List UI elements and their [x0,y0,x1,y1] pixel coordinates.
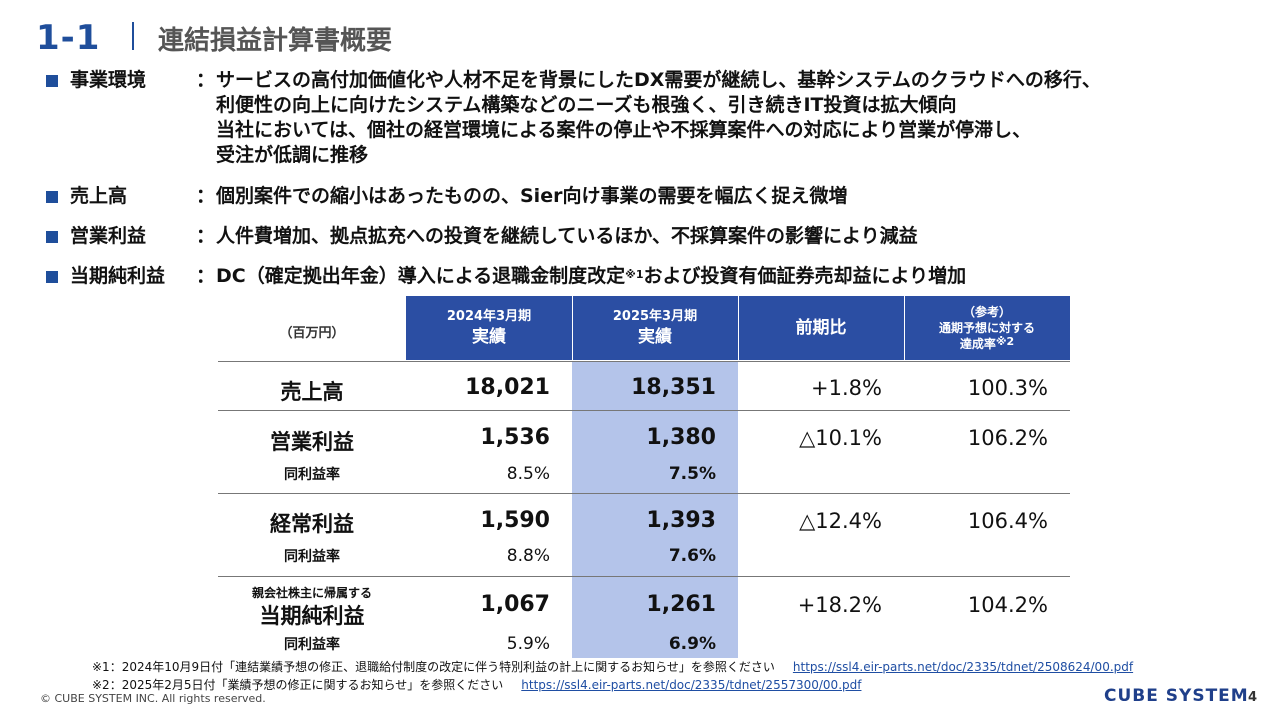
row-label-sales: 売上高 [280,380,344,404]
footnote-text: ※2：2025年2月5日付「業績予想の修正に関するお知らせ」を参照ください [92,678,504,692]
cell-ord-2025: 1,393 [646,508,716,533]
bullet-line: サービスの高付加価値化や人材不足を背景にしたDX需要が継続し、基幹システムのクラ… [216,69,1101,91]
copyright: © CUBE SYSTEM INC. All rights reserved. [40,692,266,705]
footnote-1: ※1：2024年10月9日付「連結業績予想の修正、退職給付制度の改定に伴う特別利… [92,658,1133,675]
bullet-colon: ： [196,69,216,91]
bullet-square-icon [46,191,58,203]
bullet-business-environment: 事業環境 ： サービスの高付加価値化や人材不足を背景にしたDX需要が継続し、基幹… [46,68,1176,168]
bullet-label: 営業利益 [70,225,147,247]
page-title: 連結損益計算書概要 [158,26,393,56]
bullet-colon: ： [196,225,216,247]
cell-net-2025: 1,261 [646,592,716,617]
bullet-line: 当社においては、個社の経営環境による案件の停止や不採算案件への対応により営業が停… [216,119,1032,141]
header-separator [572,296,573,360]
current-year-highlight [572,362,738,658]
cell-ord-margin-2024: 8.8% [506,546,550,566]
header-label: 実績 [472,327,506,347]
bullet-colon: ： [196,185,216,207]
row-divider [218,493,1070,494]
cell-ord-yoy: △12.4% [799,509,882,533]
cell-sales-2024: 18,021 [465,375,550,400]
header-line: 達成率※2 [959,335,1015,352]
cell-sales-2025: 18,351 [631,375,716,400]
bullet-label: 売上高 [70,185,128,207]
bullet-square-icon [46,231,58,243]
cell-ord-margin-2025: 7.6% [668,546,716,566]
cell-op-achievement: 106.2% [967,426,1048,450]
footnote-2: ※2：2025年2月5日付「業績予想の修正に関するお知らせ」を参照ください htt… [92,676,861,693]
footnote-marker: ※1 [625,268,644,281]
cell-op-yoy: △10.1% [799,426,882,450]
row-label-ordinary-profit: 経常利益 [270,512,354,536]
section-number: 1-1 [36,18,101,58]
bullet-line: 受注が低調に推移 [216,144,369,166]
footnote-marker: ※2 [995,335,1015,348]
row-label-operating-profit: 営業利益 [270,430,354,454]
header-fy2025: 2025年3月期 実績 [572,296,738,360]
title-divider [132,22,134,50]
bullet-label: 事業環境 [70,69,147,91]
header-label: 実績 [638,327,672,347]
bullet-label: 当期純利益 [70,265,166,287]
cell-net-margin-2024: 5.9% [506,634,550,654]
bullet-line: 利便性の向上に向けたシステム構築などのニーズも根強く、引き続きIT投資は拡大傾向 [216,94,957,116]
bullet-text: DC（確定拠出年金）導入による退職金制度改定※1および投資有価証券売却益により増… [216,264,1176,289]
bullet-net-income: 当期純利益 ： DC（確定拠出年金）導入による退職金制度改定※1および投資有価証… [46,264,1176,289]
bullet-text-part: および投資有価証券売却益により増加 [643,265,967,287]
header-label: 前期比 [795,318,847,338]
row-label-margin: 同利益率 [284,549,340,565]
bullet-text: 個別案件での縮小はあったものの、Sier向け事業の需要を幅広く捉え微増 [216,185,848,207]
cell-ord-2024: 1,590 [480,508,550,533]
bullet-text: サービスの高付加価値化や人材不足を背景にしたDX需要が継続し、基幹システムのクラ… [216,68,1176,168]
bullet-colon: ： [196,265,216,287]
footnote-text: ※1：2024年10月9日付「連結業績予想の修正、退職給付制度の改定に伴う特別利… [92,660,775,674]
bullet-sales: 売上高 ： 個別案件での縮小はあったものの、Sier向け事業の需要を幅広く捉え微… [46,184,1176,209]
header-yoy: 前期比 [738,296,904,360]
header-fy2024: 2024年3月期 実績 [406,296,572,360]
row-divider [218,410,1070,411]
header-line: 通期予想に対する [938,321,1035,335]
cell-net-2024: 1,067 [480,592,550,617]
bullet-square-icon [46,75,58,87]
header-separator [738,296,739,360]
bullet-square-icon [46,271,58,283]
row-sublabel-net-income: 親会社株主に帰属する [251,586,372,600]
header-period: 2024年3月期 [446,309,532,324]
row-label-net-income: 当期純利益 [259,604,365,628]
cell-sales-yoy: +1.8% [811,376,882,400]
bullet-operating-profit: 営業利益 ： 人件費増加、拠点拡充への投資を継続しているほか、不採算案件の影響に… [46,224,1176,249]
cell-ord-achievement: 106.4% [967,509,1048,533]
cell-net-yoy: +18.2% [797,593,882,617]
row-label-margin: 同利益率 [284,467,340,483]
cell-net-margin-2025: 6.9% [668,634,716,654]
bullet-text: 人件費増加、拠点拡充への投資を継続しているほか、不採算案件の影響により減益 [216,225,918,247]
row-divider [218,361,1070,362]
page-number: 4 [1248,690,1258,705]
header-period: 2025年3月期 [612,309,698,324]
cell-op-margin-2025: 7.5% [668,464,716,484]
header-achievement: （参考） 通期予想に対する 達成率※2 [904,296,1070,360]
footnote-link[interactable]: https://ssl4.eir-parts.net/doc/2335/tdne… [521,678,862,692]
row-divider [218,576,1070,577]
company-logo: CUBE SYSTEM [1104,686,1249,706]
header-line: （参考） [962,305,1011,319]
bullet-text-part: DC（確定拠出年金）導入による退職金制度改定 [216,265,626,287]
header-text: 達成率 [959,337,996,351]
row-label-margin: 同利益率 [284,637,340,653]
cell-sales-achievement: 100.3% [967,376,1048,400]
cell-op-margin-2024: 8.5% [506,464,550,484]
unit-label: （百万円） [279,326,345,341]
footnote-link[interactable]: https://ssl4.eir-parts.net/doc/2335/tdne… [792,660,1134,674]
cell-op-2024: 1,536 [480,425,550,450]
header-separator [904,296,905,360]
cell-net-achievement: 104.2% [967,593,1048,617]
cell-op-2025: 1,380 [646,425,716,450]
